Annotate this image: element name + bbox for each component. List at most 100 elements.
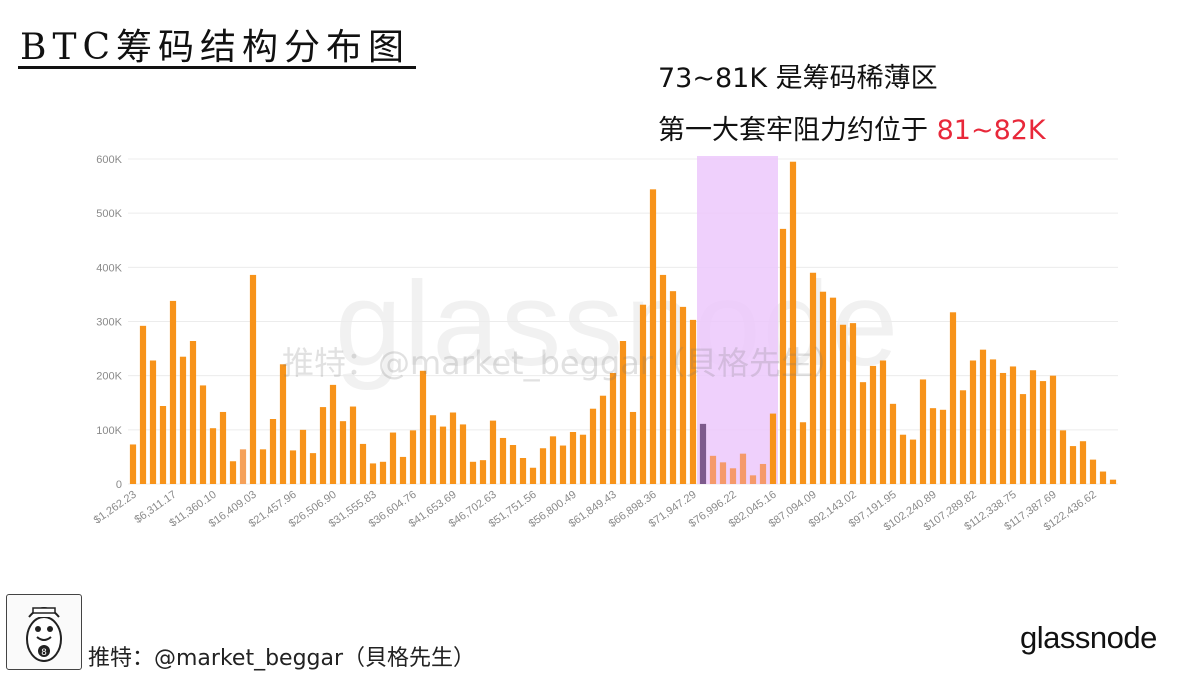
bar	[199, 385, 207, 484]
bar	[469, 461, 477, 484]
bar	[769, 413, 777, 484]
bar	[719, 462, 727, 484]
bar	[439, 426, 447, 484]
bar	[669, 291, 677, 484]
bar	[889, 403, 897, 484]
title-underline	[18, 66, 416, 69]
bar	[549, 436, 557, 484]
bar	[989, 359, 997, 484]
bar	[289, 450, 297, 484]
bar	[619, 341, 627, 484]
bar	[1019, 394, 1027, 484]
watermark-brand: glassnode	[335, 257, 901, 391]
bar	[789, 161, 797, 485]
bar	[939, 409, 947, 484]
bar	[809, 272, 817, 484]
bar	[879, 360, 887, 484]
bar	[539, 448, 547, 484]
bar	[359, 443, 367, 484]
bar	[589, 408, 597, 484]
bar	[519, 458, 527, 484]
y-tick-label: 200K	[96, 371, 122, 383]
bar-chart: 0100K200K300K400K500K600K$1,262.23$6,311…	[92, 154, 1118, 534]
bar	[279, 364, 287, 484]
bar	[419, 370, 427, 484]
bar	[369, 463, 377, 484]
y-tick-label: 600K	[96, 154, 122, 166]
bar	[1049, 375, 1057, 484]
bar	[219, 411, 227, 484]
bar	[379, 461, 387, 484]
y-tick-label: 300K	[96, 317, 122, 329]
bar	[249, 274, 257, 484]
bar	[239, 449, 247, 484]
bar	[949, 312, 957, 484]
bar	[679, 306, 687, 484]
bar	[299, 429, 307, 484]
bar	[699, 423, 707, 484]
bar	[929, 408, 937, 484]
bar	[1009, 366, 1017, 484]
bar	[829, 297, 837, 484]
bar	[899, 434, 907, 484]
bar	[819, 291, 827, 484]
bar	[799, 422, 807, 484]
bar	[149, 360, 157, 484]
bar	[309, 453, 317, 484]
bar	[389, 432, 397, 484]
bar	[209, 428, 217, 484]
bar	[1029, 370, 1037, 484]
bar	[269, 419, 277, 484]
bar	[429, 415, 437, 484]
bar	[1109, 479, 1117, 484]
annotation-line-2-prefix: 第一大套牢阻力约位于	[658, 115, 937, 146]
bar	[1089, 459, 1097, 484]
bar	[559, 445, 567, 484]
annotation-highlight: 81~82K	[936, 115, 1046, 146]
y-tick-label: 100K	[96, 425, 122, 437]
bar	[919, 379, 927, 484]
bar	[1059, 430, 1067, 484]
annotation-line-1: 73~81K 是筹码稀薄区	[658, 63, 938, 94]
avatar: 8	[6, 594, 82, 670]
bar	[689, 319, 697, 484]
bar	[169, 300, 177, 484]
bar	[1099, 471, 1107, 484]
footer-handle: 推特：@market_beggar（貝格先生）	[88, 646, 476, 671]
highlight-zone	[697, 156, 778, 484]
footer-brand-logo: glassnode	[1020, 620, 1157, 655]
bar	[649, 189, 657, 485]
bar	[1039, 381, 1047, 484]
bar	[459, 424, 467, 484]
bar	[629, 411, 637, 484]
bar	[479, 460, 487, 484]
bar	[349, 406, 357, 484]
bar	[979, 349, 987, 484]
bar	[739, 453, 747, 484]
bar	[499, 437, 507, 484]
x-tick-label: $1,262.23	[92, 489, 139, 527]
bar	[759, 463, 767, 484]
bar	[969, 360, 977, 484]
bar	[999, 372, 1007, 484]
y-tick-label: 400K	[96, 262, 122, 274]
bar	[159, 406, 167, 484]
bar	[569, 432, 577, 484]
bar	[869, 365, 877, 484]
bar	[909, 439, 917, 484]
bar	[639, 304, 647, 484]
bar	[399, 456, 407, 484]
bar	[839, 324, 847, 484]
bar	[189, 341, 197, 484]
y-tick-label: 500K	[96, 208, 122, 220]
bar	[329, 384, 337, 484]
bar	[409, 430, 417, 484]
bar	[449, 412, 457, 484]
bar	[129, 444, 137, 484]
annotation-line-2: 第一大套牢阻力约位于 81~82K	[658, 108, 1046, 147]
bar	[229, 461, 237, 484]
y-tick-label: 0	[116, 479, 122, 491]
bar	[139, 325, 147, 484]
bar	[1069, 446, 1077, 484]
bar	[859, 382, 867, 484]
